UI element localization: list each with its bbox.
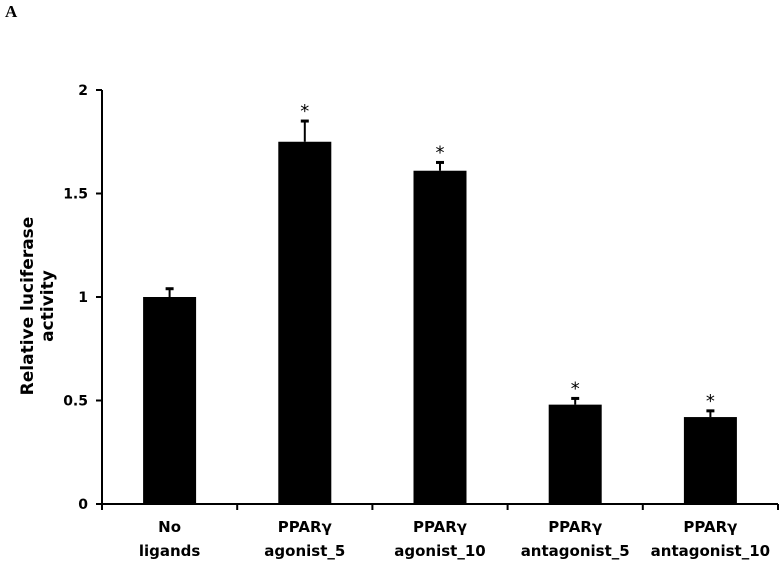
significance-marker: * [706,391,715,412]
x-category-label: PPARγ agonist_5 [235,515,375,563]
x-category-label-line: PPARγ [413,518,467,536]
y-tick-label: 0.5 [63,394,88,410]
bar [143,297,197,504]
x-category-label: No ligands [100,515,240,563]
x-category-label-line: ligands [138,542,201,560]
bar [548,404,602,504]
x-category-label: PPARγ antagonist_5 [505,515,645,563]
x-category-label-line: No [158,518,182,536]
panel-label: A [5,2,18,21]
x-category-label-line: antagonist_10 [650,542,771,560]
bar [278,141,332,504]
y-tick-label: 1 [78,290,88,306]
y-tick-label: 1.5 [63,187,88,203]
significance-marker: * [300,101,309,122]
x-category-label-line: PPARγ [683,518,738,536]
significance-marker: * [571,378,580,399]
significance-marker: * [436,142,445,163]
y-tick-label: 0 [78,497,88,513]
x-category-label-line: antagonist_5 [520,542,630,560]
x-category-label-line: PPARγ [277,518,332,536]
x-category-label-line: agonist_10 [394,542,486,560]
x-category-label: PPARγ antagonist_10 [640,515,780,563]
x-category-label-line: agonist_5 [264,542,346,560]
y-axis-label: Relative luciferase activity [18,216,58,396]
bar [683,417,737,504]
x-category-label: PPARγ agonist_10 [370,515,510,563]
x-category-label-line: PPARγ [548,518,603,536]
bar [413,170,467,505]
y-tick-label: 2 [78,83,88,99]
